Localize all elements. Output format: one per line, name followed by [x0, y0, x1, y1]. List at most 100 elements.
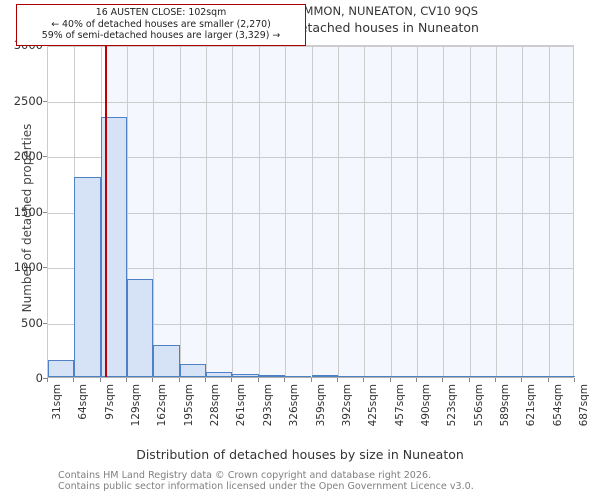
- gridline-vertical: [285, 46, 287, 377]
- x-axis-tick-mark: [574, 378, 575, 382]
- y-axis-tick-mark: [43, 100, 47, 102]
- x-axis-tick-label: 359sqm: [314, 384, 327, 427]
- histogram-bar: [364, 376, 391, 377]
- gridline-vertical: [495, 46, 497, 377]
- histogram-bar: [206, 372, 233, 377]
- gridline-horizontal: [48, 157, 573, 158]
- gridline-vertical: [548, 46, 550, 377]
- y-axis-tick-label: 500: [21, 315, 43, 330]
- y-axis-tick-label: 2000: [13, 149, 43, 163]
- gridline-vertical: [416, 46, 418, 377]
- x-axis-tick-mark: [152, 378, 154, 382]
- x-axis-tick-label: 326sqm: [288, 384, 301, 427]
- property-annotation-box: 16 AUSTEN CLOSE: 102sqm ← 40% of detache…: [16, 4, 306, 46]
- histogram-bar: [495, 376, 523, 377]
- y-axis-tick-mark: [43, 45, 47, 46]
- gridline-horizontal: [48, 268, 573, 269]
- x-axis-tick-mark: [310, 378, 312, 382]
- x-axis-tick-mark: [47, 378, 48, 382]
- x-axis-tick-mark: [415, 378, 417, 382]
- x-axis-tick-label: 687sqm: [578, 384, 590, 427]
- x-axis-tick-mark: [178, 378, 180, 382]
- x-axis-tick-label: 523sqm: [446, 384, 459, 427]
- y-axis-tick-mark: [43, 378, 47, 379]
- histogram-bar: [74, 177, 101, 377]
- gridline-horizontal: [48, 323, 573, 325]
- histogram-bar: [258, 375, 286, 377]
- gridline-vertical: [258, 46, 260, 377]
- x-axis-tick-label: 162sqm: [156, 384, 169, 427]
- histogram-bar: [127, 279, 154, 377]
- x-axis-tick-mark: [284, 378, 286, 382]
- gridline-vertical: [206, 46, 208, 377]
- x-axis-tick-label: 589sqm: [498, 384, 511, 427]
- gridline-vertical: [337, 46, 339, 377]
- y-axis-tick-label: 1500: [13, 204, 43, 219]
- gridline-vertical: [469, 46, 471, 377]
- histogram-bar: [48, 360, 75, 377]
- histogram-bar: [285, 376, 312, 377]
- gridline-vertical: [232, 46, 234, 377]
- x-axis-tick-mark: [99, 378, 101, 382]
- gridline-vertical: [153, 46, 155, 377]
- x-axis-tick-label: 556sqm: [472, 384, 485, 427]
- gridline-vertical: [443, 46, 445, 377]
- x-axis-tick-mark: [126, 378, 128, 382]
- footer-attribution: Contains HM Land Registry data © Crown c…: [58, 470, 598, 492]
- x-axis-tick-label: 97sqm: [103, 384, 116, 420]
- y-axis-tick-mark: [43, 267, 47, 268]
- y-axis-tick-mark: [43, 322, 47, 324]
- x-axis-tick-label: 490sqm: [419, 384, 432, 427]
- gridline-vertical: [311, 46, 313, 377]
- histogram-bar: [469, 376, 496, 377]
- x-axis-tick-mark: [73, 378, 75, 382]
- histogram-bar: [390, 376, 417, 377]
- x-axis-tick-label: 195sqm: [182, 384, 195, 427]
- histogram-bar: [232, 374, 259, 377]
- x-axis-tick-mark: [363, 378, 365, 382]
- x-axis-tick-label: 129sqm: [130, 384, 143, 427]
- gridline-horizontal: [48, 212, 573, 214]
- x-axis-tick-mark: [494, 378, 496, 382]
- annotation-larger-percent: 59% of semi-detached houses are larger (…: [41, 30, 281, 41]
- x-axis-tick-label: 64sqm: [77, 384, 90, 420]
- gridline-vertical: [179, 46, 181, 377]
- x-axis-tick-mark: [389, 378, 391, 382]
- x-axis-tick-mark: [205, 378, 207, 382]
- x-axis-tick-mark: [231, 378, 233, 382]
- x-axis-tick-label: 31sqm: [51, 384, 63, 420]
- x-axis-title: Distribution of detached houses by size …: [136, 447, 464, 462]
- gridline-vertical: [522, 46, 524, 377]
- y-axis-tick-mark: [43, 156, 47, 157]
- x-axis-tick-label: 621sqm: [525, 384, 538, 427]
- gridline-vertical: [364, 46, 366, 377]
- gridline-horizontal: [48, 46, 573, 47]
- x-axis-tick-label: 392sqm: [340, 384, 353, 427]
- x-axis-tick-label: 261sqm: [235, 384, 248, 427]
- histogram-bar: [153, 344, 180, 377]
- x-axis-tick-label: 457sqm: [393, 384, 406, 427]
- upper-range-shading: [104, 46, 573, 377]
- y-axis-tick-label: 0: [35, 371, 43, 385]
- histogram-bar: [337, 376, 365, 377]
- x-axis-tick-label: 654sqm: [551, 384, 564, 427]
- histogram-bar: [179, 364, 207, 377]
- property-size-marker-line: [104, 46, 107, 377]
- y-axis-tick-mark: [43, 211, 47, 213]
- footer-line-2: Contains public sector information licen…: [58, 481, 474, 492]
- x-axis-tick-mark: [442, 378, 444, 382]
- x-axis-tick-mark: [547, 378, 549, 382]
- y-axis-tick-label: 2500: [13, 93, 43, 108]
- x-axis-tick-mark: [336, 378, 338, 382]
- footer-line-1: Contains HM Land Registry data © Crown c…: [58, 470, 432, 481]
- y-axis-title: Number of detached properties: [20, 123, 34, 313]
- x-axis-tick-label: 293sqm: [261, 384, 274, 427]
- annotation-property-size: 16 AUSTEN CLOSE: 102sqm: [95, 7, 227, 18]
- x-axis-tick-label: 425sqm: [367, 384, 380, 427]
- x-axis-tick-mark: [257, 378, 259, 382]
- gridline-vertical: [390, 46, 392, 377]
- annotation-smaller-percent: ← 40% of detached houses are smaller (2,…: [51, 18, 271, 30]
- gridline-horizontal: [48, 101, 573, 103]
- y-axis-tick-label: 1000: [13, 260, 43, 274]
